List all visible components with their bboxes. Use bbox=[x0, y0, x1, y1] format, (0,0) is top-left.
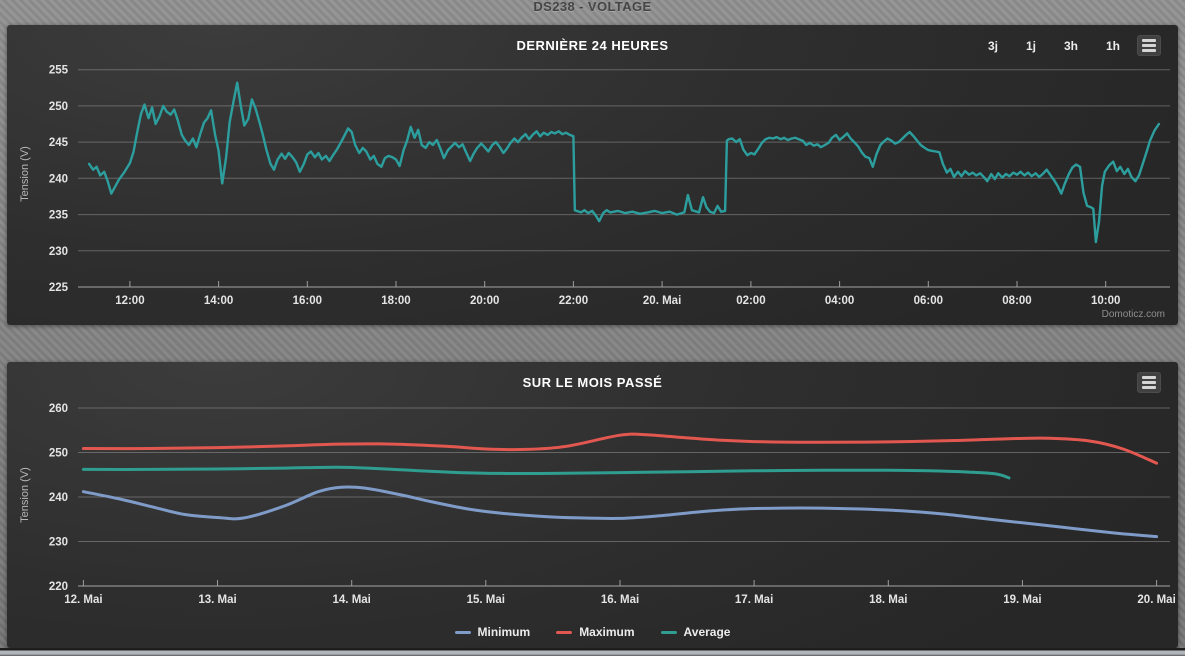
y-tick-label: 255 bbox=[49, 65, 69, 77]
series-maximum[interactable] bbox=[81, 432, 1159, 465]
y-tick-label: 260 bbox=[49, 403, 68, 415]
chart-menu-icon[interactable] bbox=[1137, 372, 1161, 393]
chart-panel-month: SUR LE MOIS PASSÉ 220 230 240 250 260 12. Mai… bbox=[7, 362, 1178, 648]
x-tick-label: 20. Mai bbox=[643, 295, 681, 307]
x-tick-label: 22:00 bbox=[559, 295, 588, 307]
legend-label: Maximum bbox=[579, 625, 635, 639]
x-tick-label: 19. Mai bbox=[1003, 594, 1041, 606]
x-tick-label: 14. Mai bbox=[333, 594, 371, 606]
x-tick-label: 17. Mai bbox=[735, 594, 773, 606]
legend-item-minimum[interactable]: Minimum bbox=[454, 625, 531, 639]
legend-marker-maximum bbox=[556, 630, 573, 634]
x-tick-label: 08:00 bbox=[1002, 295, 1031, 307]
x-tick-label: 14:00 bbox=[204, 295, 233, 307]
series-tension[interactable] bbox=[87, 81, 1161, 244]
x-tick-label: 10:00 bbox=[1091, 295, 1120, 307]
x-tick-label: 02:00 bbox=[736, 295, 765, 307]
x-tick-label: 15. Mai bbox=[467, 594, 505, 606]
legend-item-average[interactable]: Average bbox=[660, 625, 731, 639]
y-tick-label: 235 bbox=[49, 210, 69, 222]
page-title: DS238 - VOLTAGE bbox=[533, 0, 652, 14]
y-axis-title: Tension (V) bbox=[19, 146, 31, 202]
range-button-3h[interactable]: 3h bbox=[1063, 39, 1078, 53]
x-tick-label: 13. Mai bbox=[198, 594, 236, 606]
y-tick-label: 220 bbox=[49, 581, 68, 593]
x-tick-label: 20:00 bbox=[470, 295, 499, 307]
chart-title-24h: DERNIÈRE 24 HEURES bbox=[516, 38, 669, 53]
y-tick-label: 225 bbox=[49, 282, 69, 294]
range-button-3j[interactable]: 3j bbox=[987, 39, 998, 53]
y-tick-label: 245 bbox=[49, 137, 69, 149]
y-tick-label: 240 bbox=[49, 492, 68, 504]
legend-item-maximum[interactable]: Maximum bbox=[556, 625, 635, 639]
voltage-24h-chart[interactable]: 225 230 235 240 245 250 255 12:00 14:00 16:00 18:0… bbox=[7, 25, 1178, 325]
chart-panel-24h: DERNIÈRE 24 HEURES 3j 1j 3h 1h 225 230 235… bbox=[7, 25, 1178, 325]
range-selector: 3j 1j 3h 1h bbox=[988, 39, 1120, 53]
x-tick-label: 06:00 bbox=[914, 295, 943, 307]
legend-label: Average bbox=[683, 625, 731, 639]
y-tick-label: 230 bbox=[49, 246, 68, 258]
x-tick-label: 16:00 bbox=[293, 295, 322, 307]
chart-menu-icon[interactable] bbox=[1137, 35, 1161, 56]
x-tick-label: 20. Mai bbox=[1137, 594, 1175, 606]
x-tick-label: 18. Mai bbox=[869, 594, 907, 606]
x-tick-label: 12:00 bbox=[115, 295, 144, 307]
series-average[interactable] bbox=[81, 465, 1011, 480]
chart-legend: Minimum Maximum Average bbox=[7, 625, 1178, 639]
chart-title-month: SUR LE MOIS PASSÉ bbox=[522, 375, 663, 390]
domoticz-watermark[interactable]: Domoticz.com bbox=[1101, 309, 1165, 320]
x-tick-label: 18:00 bbox=[381, 295, 410, 307]
legend-label: Minimum bbox=[477, 625, 531, 639]
legend-marker-minimum bbox=[454, 630, 471, 634]
range-button-1j[interactable]: 1j bbox=[1025, 39, 1036, 53]
x-tick-label: 12. Mai bbox=[64, 594, 102, 606]
y-tick-label: 230 bbox=[49, 537, 68, 549]
x-tick-label: 16. Mai bbox=[601, 594, 639, 606]
y-axis-title: Tension (V) bbox=[19, 467, 31, 523]
y-tick-label: 240 bbox=[49, 173, 68, 185]
range-button-1h[interactable]: 1h bbox=[1105, 39, 1120, 53]
y-tick-label: 250 bbox=[49, 448, 68, 460]
voltage-month-chart[interactable]: 220 230 240 250 260 12. Mai 13. Mai 14. Mai 15. … bbox=[7, 362, 1178, 648]
background-photo-strip bbox=[0, 648, 1185, 656]
series-minimum[interactable] bbox=[81, 485, 1159, 539]
y-tick-label: 250 bbox=[49, 101, 68, 113]
legend-marker-average bbox=[660, 630, 677, 634]
x-tick-label: 04:00 bbox=[825, 295, 854, 307]
